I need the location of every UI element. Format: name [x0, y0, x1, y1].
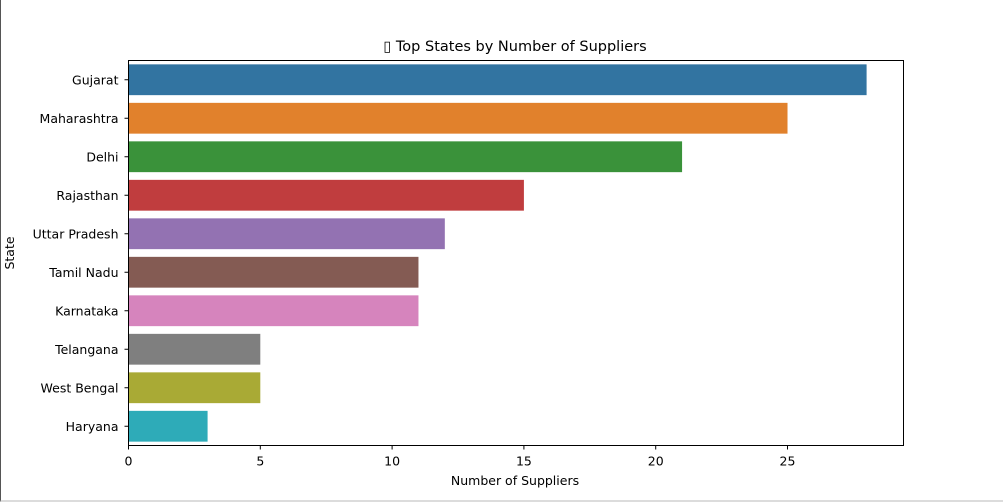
bar-gujarat: [128, 64, 867, 96]
y-tick-label: West Bengal: [41, 380, 119, 395]
bar-uttar-pradesh: [128, 218, 445, 250]
x-tick-label: 20: [648, 454, 664, 469]
y-tick-label: Karnataka: [55, 303, 118, 318]
y-axis-ticks: Gujarat Maharashtra Delhi Rajasthan Uttar Pr…: [33, 72, 129, 434]
x-tick-label: 15: [516, 454, 532, 469]
y-tick-label: Maharashtra: [40, 111, 119, 126]
x-tick-label: 5: [256, 454, 264, 469]
bars-group: [128, 64, 867, 442]
bar-tamil-nadu: [128, 256, 419, 288]
plot-area-frame: [128, 60, 904, 446]
x-tick-label: 0: [125, 454, 133, 469]
bar-west-bengal: [128, 372, 261, 404]
y-tick-label: Rajasthan: [56, 188, 118, 203]
bar-karnataka: [128, 295, 419, 327]
bar-rajasthan: [128, 179, 524, 211]
chart-title: ▯ Top States by Number of Suppliers: [383, 39, 646, 55]
x-tick-label: 10: [384, 454, 400, 469]
bar-haryana: [128, 410, 208, 442]
y-tick-label: Haryana: [66, 419, 119, 434]
bar-maharashtra: [128, 102, 788, 134]
x-tick-label: 25: [780, 454, 796, 469]
bar-delhi: [128, 141, 683, 173]
y-axis-label: State: [2, 236, 17, 269]
y-tick-label: Uttar Pradesh: [33, 226, 119, 241]
y-tick-label: Tamil Nadu: [48, 265, 118, 280]
y-tick-label: Gujarat: [72, 72, 119, 87]
y-tick-label: Telangana: [54, 342, 118, 357]
x-axis-ticks: 0 5 10 15 20 25: [125, 445, 796, 469]
bar-telangana: [128, 333, 261, 365]
y-tick-label: Delhi: [86, 149, 118, 164]
x-axis-label: Number of Suppliers: [451, 473, 579, 488]
